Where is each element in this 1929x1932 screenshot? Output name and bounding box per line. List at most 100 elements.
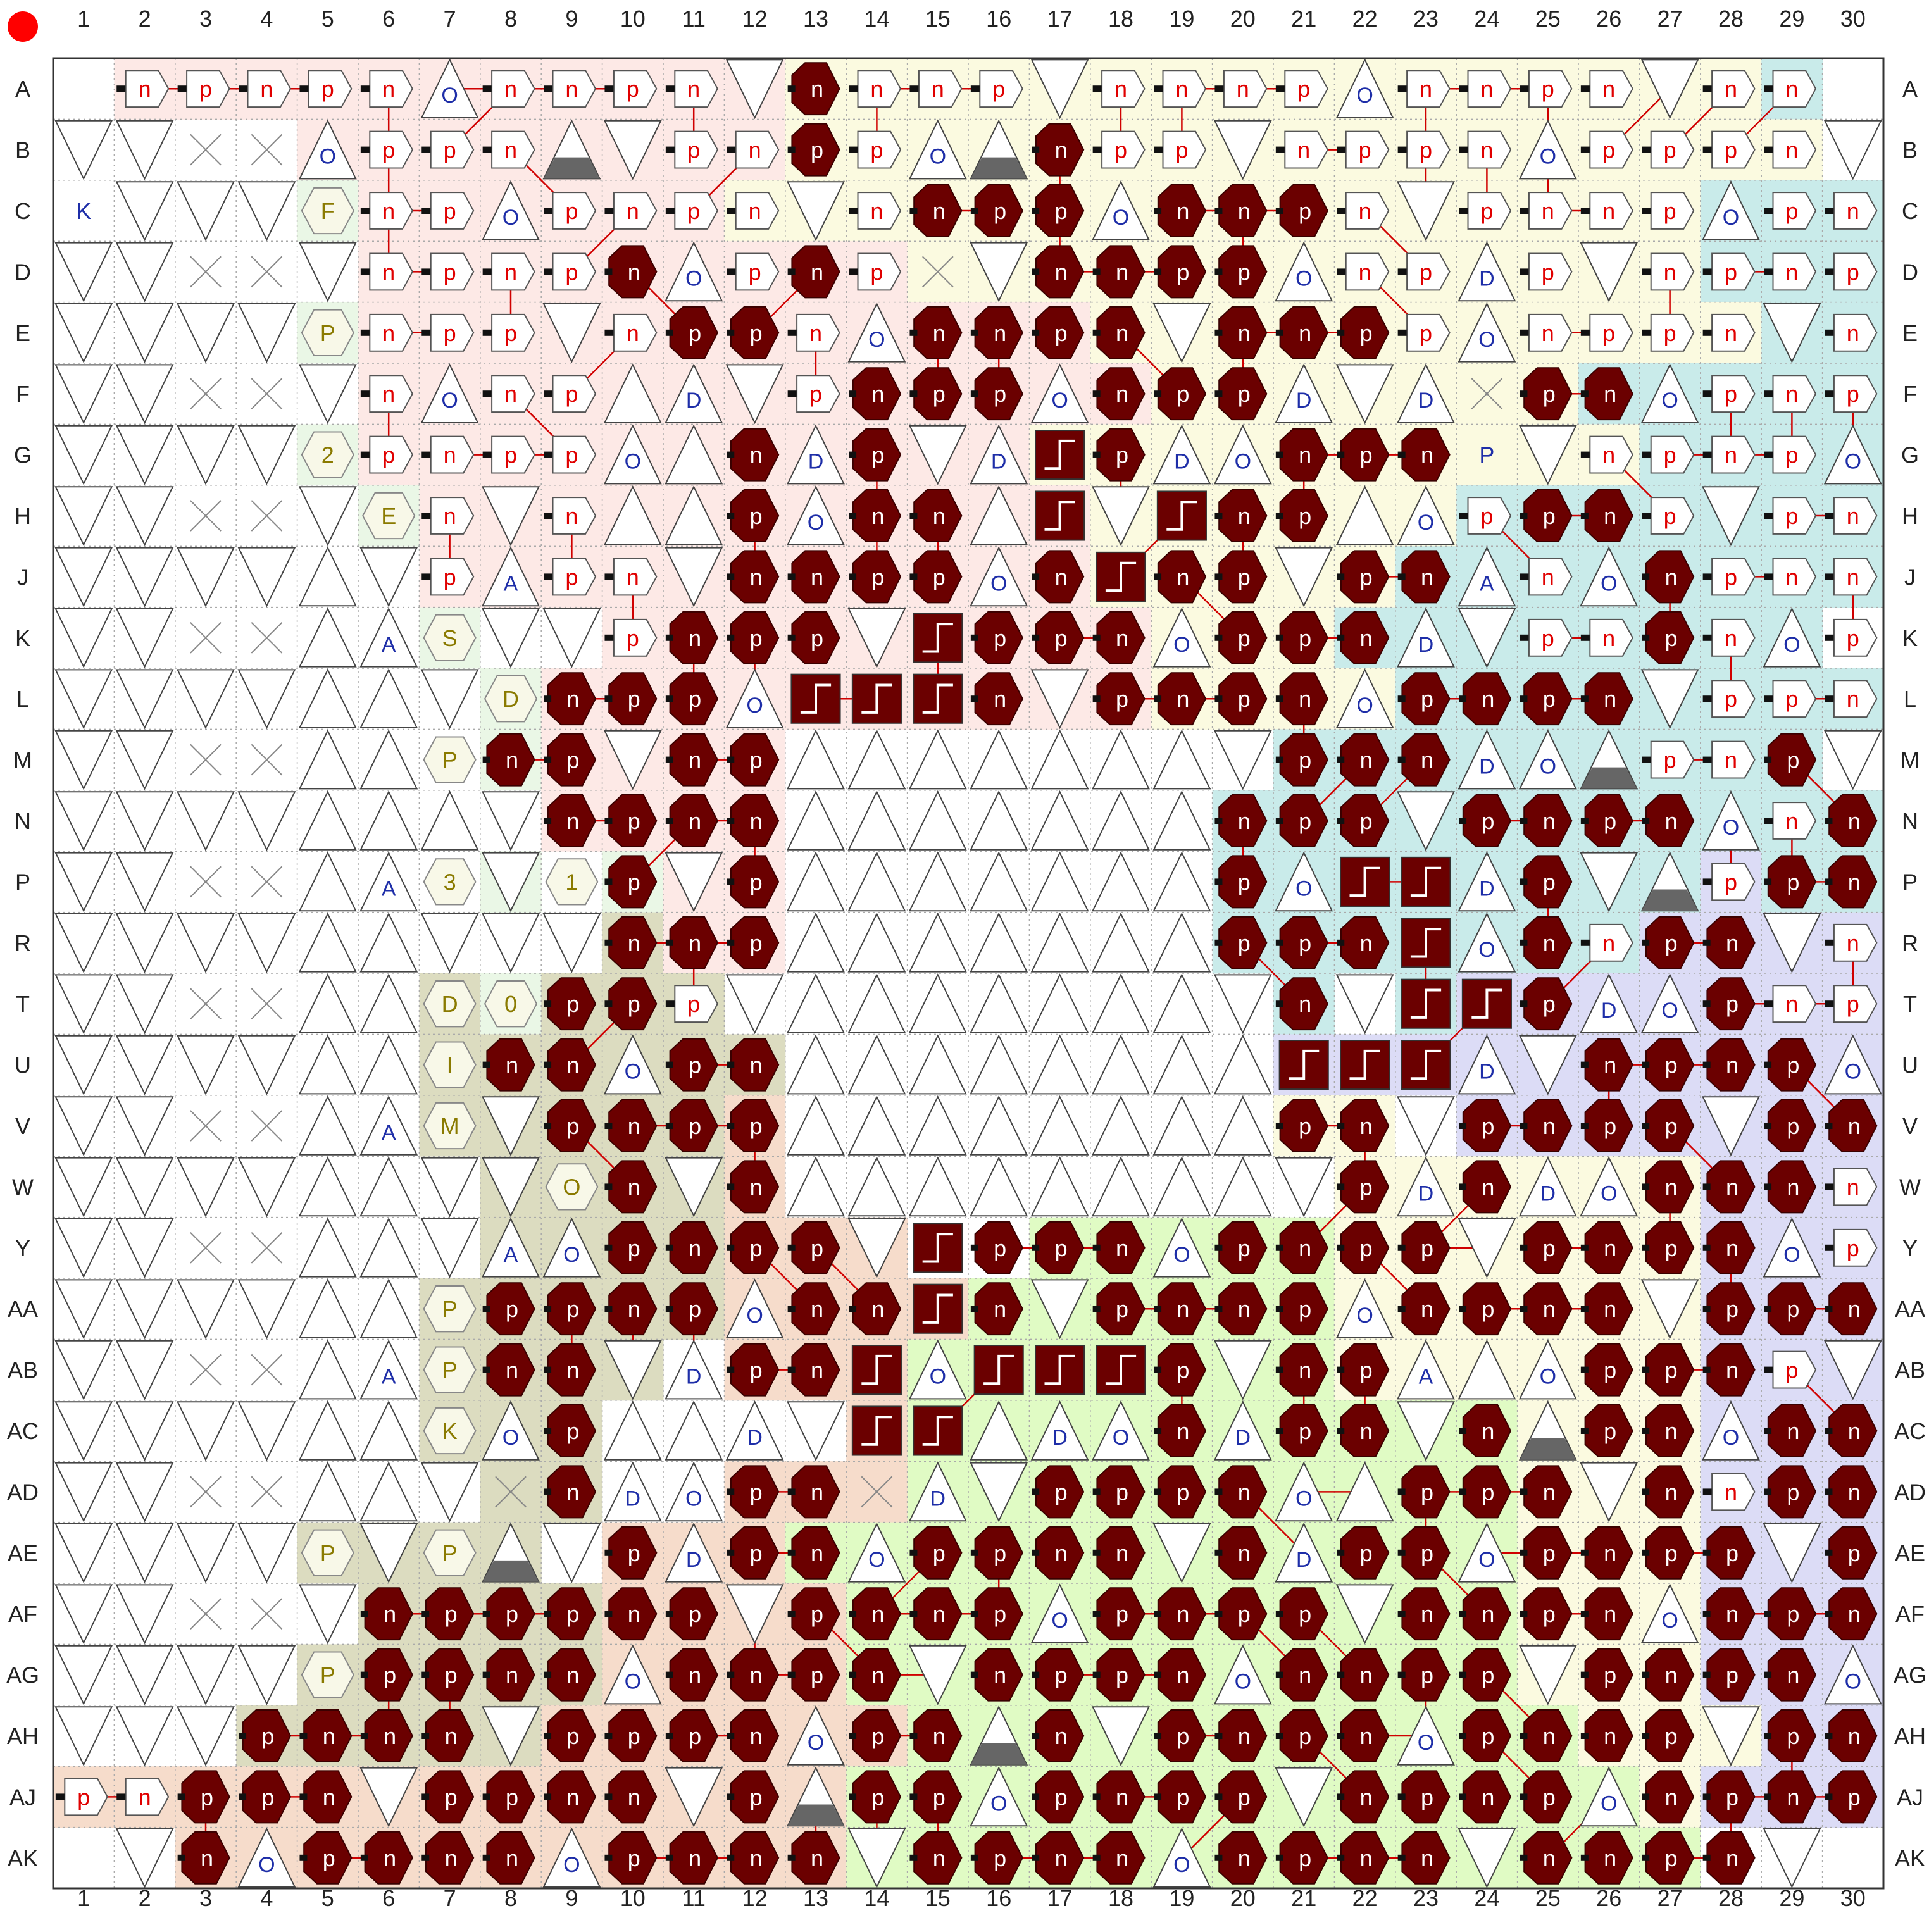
signal-ball-pentagon (552, 252, 597, 291)
pin-stub (604, 573, 614, 580)
ball-cell (1580, 242, 1639, 302)
ball-cell (190, 621, 222, 654)
power-ball-triangle-down (1030, 59, 1089, 120)
signal-ball-hexagon (1523, 367, 1573, 421)
ball-cell (251, 1354, 283, 1386)
signal-ball-pentagon (735, 252, 780, 291)
column-label: 16 (986, 6, 1011, 32)
ball-label: O (1356, 694, 1373, 718)
power-ball-triangle-down (725, 364, 784, 425)
pin-stub (482, 85, 492, 92)
power-ball-triangle-down (115, 608, 174, 668)
pin-stub (360, 85, 370, 92)
ball-label: n (201, 1845, 213, 1871)
row-label: B (1902, 137, 1918, 163)
pin-stub (727, 1244, 735, 1251)
power-ball-triangle (1518, 119, 1577, 180)
ball-label: D (1479, 1060, 1495, 1084)
ball-cell (54, 1035, 113, 1095)
signal-ball-pentagon (1406, 130, 1451, 169)
pin-stub (1459, 208, 1468, 214)
power-ball-triangle (908, 729, 967, 790)
pin-stub (1825, 878, 1833, 885)
pin-stub (1580, 1244, 1589, 1251)
pin-stub (1337, 208, 1346, 214)
ball-cell (725, 59, 784, 120)
ball-cell: O (298, 119, 357, 180)
ball-cell: F (301, 187, 354, 235)
power-ball-triangle (1030, 1095, 1089, 1156)
pin-stub (1702, 1854, 1711, 1861)
ball-cell: n (787, 245, 840, 299)
column-label: 5 (322, 6, 334, 32)
pin-stub (849, 146, 858, 153)
power-ball-triangle-down (1335, 364, 1394, 425)
ball-label: O (503, 206, 519, 230)
pin-stub (1642, 1061, 1650, 1068)
pin-stub (1337, 1854, 1345, 1861)
pin-stub (544, 1306, 552, 1312)
pin1-marker (8, 11, 38, 42)
pin-stub (1825, 390, 1834, 397)
ball-label: p (750, 747, 763, 773)
signal-ball-pentagon (491, 435, 535, 474)
ball-cell (603, 1400, 662, 1461)
signal-ball-hexagon (974, 367, 1023, 421)
pin-stub (1214, 390, 1223, 397)
ball-label: O (1601, 1181, 1617, 1206)
ball-label: n (933, 503, 946, 529)
pin-stub (1520, 268, 1529, 275)
signal-ball-pentagon (308, 70, 353, 108)
ground-fill (544, 157, 600, 179)
pin-stub (1764, 695, 1773, 702)
row-label: M (1901, 747, 1920, 773)
power-ball-triangle (1335, 58, 1394, 118)
pin-stub (1154, 1793, 1162, 1800)
ball-label: n (1238, 503, 1251, 529)
ball-cell (237, 913, 296, 973)
row-label: K (15, 625, 30, 651)
ball-cell (190, 378, 222, 410)
ball-label: P (320, 1662, 335, 1688)
column-label: 20 (1230, 1885, 1256, 1911)
pin-stub (1275, 1244, 1283, 1251)
pin-stub (1642, 756, 1651, 763)
signal-ball-hexagon (730, 306, 780, 359)
pin-stub (482, 146, 492, 153)
power-ball-triangle (298, 729, 357, 790)
pin-stub (1764, 268, 1773, 275)
ball-cell (790, 673, 841, 724)
ball-label: n (1726, 1052, 1739, 1078)
ball-label: n (260, 76, 273, 102)
ball-cell: n (604, 313, 658, 352)
ball-label: A (1480, 571, 1494, 595)
column-label: 5 (322, 1885, 334, 1911)
pin-stub (1520, 878, 1528, 885)
row-label: AF (8, 1601, 37, 1627)
power-ball-triangle-down (54, 1340, 113, 1400)
ball-label: n (933, 1601, 946, 1627)
ball-cell (298, 1034, 357, 1095)
row-label: N (1902, 808, 1918, 834)
pin-stub (1337, 939, 1345, 946)
ball-label: M (440, 1113, 459, 1139)
power-ball-triangle-down (237, 1157, 296, 1218)
ball-label: n (750, 442, 763, 468)
ball-label: n (1787, 1418, 1799, 1444)
power-ball-triangle-down (1213, 120, 1272, 180)
ball-cell: n (1520, 192, 1573, 230)
ball-label: n (1360, 1418, 1373, 1444)
ball-label: n (1360, 1662, 1373, 1688)
ball-cell (54, 1462, 113, 1523)
pin-stub (970, 1306, 978, 1312)
signal-ball-pentagon (674, 130, 718, 169)
ball-cell (298, 851, 357, 912)
ball-label: O (320, 145, 336, 169)
power-ball-triangle-down (359, 547, 418, 608)
ball-label: n (811, 1540, 823, 1566)
signal-ball-pentagon (1833, 313, 1878, 352)
power-ball-triangle (787, 1034, 845, 1095)
ball-label: D (1418, 389, 1434, 413)
column-label: 15 (925, 6, 951, 32)
pin-stub (665, 1611, 673, 1617)
